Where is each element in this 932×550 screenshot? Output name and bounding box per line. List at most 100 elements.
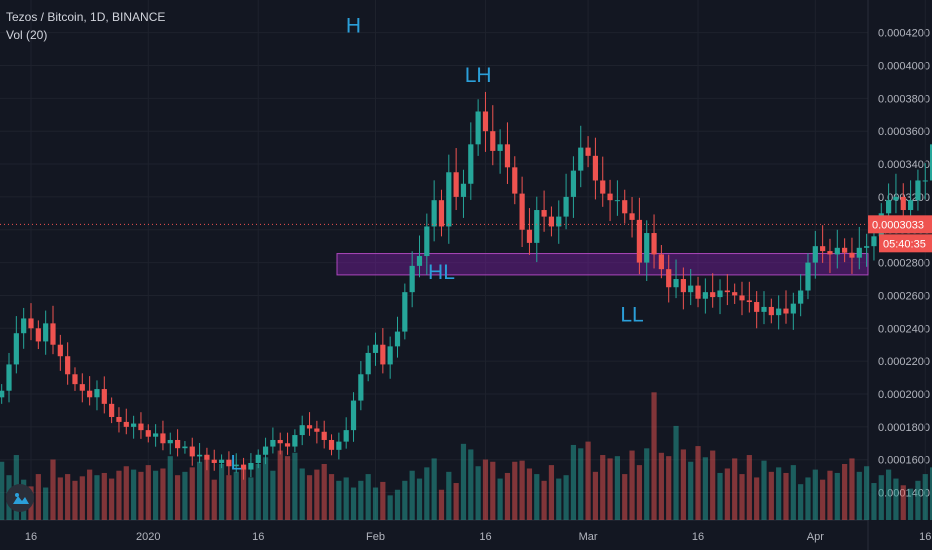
volume-bar (636, 465, 642, 520)
volume-bar (827, 470, 833, 520)
x-tick-label: Mar (579, 531, 598, 543)
candle-body (270, 439, 276, 447)
volume-bar (746, 455, 752, 520)
candle-body (321, 431, 327, 440)
x-tick-label: 16 (25, 531, 37, 543)
volume-bar (240, 467, 247, 520)
candle-body (446, 172, 452, 227)
volume-bar (834, 472, 840, 520)
swing-annotation: LH (465, 64, 492, 87)
volume-bar (490, 461, 496, 520)
volume-bar (534, 474, 540, 520)
candle-body (350, 400, 357, 431)
candle-body (358, 374, 364, 401)
candle-body (732, 292, 738, 296)
candle-body (475, 111, 481, 145)
x-tick-label: Apr (807, 531, 824, 543)
candle-body (805, 262, 811, 291)
volume-bar (372, 487, 379, 520)
y-tick-label: 0.0002600 (878, 290, 930, 302)
candle-body (248, 462, 254, 470)
volume-bar (724, 468, 730, 520)
candle-body (504, 144, 511, 168)
candle-body (218, 459, 225, 463)
candle-body (710, 292, 716, 298)
volume-bar (424, 467, 430, 520)
candle-body (622, 200, 628, 214)
volume-bar (790, 465, 796, 520)
candle-body (57, 344, 63, 357)
volume-bar (871, 483, 877, 520)
candle-body (123, 421, 129, 427)
candle-body (182, 446, 188, 449)
candle-body (680, 279, 686, 293)
candle-body (776, 308, 782, 316)
volume-bar (321, 464, 327, 520)
volume-bar (145, 465, 151, 520)
candle-body (746, 300, 752, 303)
volume-bar (446, 471, 452, 520)
candle-body (13, 333, 19, 365)
candle-body (585, 147, 591, 156)
candle-body (453, 172, 459, 197)
volume-bar (504, 472, 511, 520)
volume-bar (842, 464, 848, 520)
candle-body (109, 403, 115, 417)
candle-body (849, 252, 855, 258)
candle-body (482, 111, 489, 132)
candle-body (87, 390, 93, 398)
volume-bar (314, 469, 320, 520)
volume-bar (299, 468, 305, 520)
volume-bar (248, 477, 254, 520)
volume-bar (856, 471, 862, 520)
y-tick-label: 0.0002000 (878, 389, 930, 401)
volume-bar (732, 458, 738, 520)
volume-bar (739, 474, 745, 520)
candle-body (534, 210, 540, 243)
volume-bar (409, 470, 415, 520)
x-tick-label: 2020 (136, 531, 160, 543)
tradingview-logo-icon[interactable] (6, 484, 34, 512)
candle-body (908, 200, 914, 211)
candle-body (827, 251, 833, 255)
candle-body (460, 183, 467, 197)
candle-body (306, 425, 313, 429)
volume-bar (563, 475, 569, 520)
candle-body (563, 196, 569, 217)
candle-body (798, 290, 804, 304)
candle-body (116, 416, 122, 422)
volume-bar (189, 467, 195, 520)
candle-body (497, 144, 503, 151)
volume-bar (196, 461, 203, 520)
candle-body (299, 425, 305, 436)
candle-body (490, 131, 496, 151)
candle-body (21, 318, 27, 334)
candle-body (65, 356, 71, 375)
volume-bar (878, 475, 884, 520)
volume-bar (702, 457, 708, 520)
candle-body (343, 430, 349, 442)
volume-bar (717, 472, 723, 520)
volume-bar (666, 456, 672, 520)
candle-body (812, 246, 818, 263)
cloud-icon (13, 493, 29, 504)
y-tick-label: 0.0004200 (878, 28, 930, 40)
candle-body (43, 323, 49, 342)
candle-body (607, 193, 613, 201)
swing-annotation: H (346, 15, 361, 38)
volume-bar (402, 480, 408, 520)
volume-bar (153, 470, 159, 520)
candle-body (915, 180, 921, 201)
volume-bar (284, 456, 291, 520)
candle-body (153, 433, 159, 437)
candle-body (673, 279, 679, 288)
volume-bar (482, 459, 489, 520)
y-tick-label: 0.0003600 (878, 126, 930, 138)
volume-bar (57, 477, 63, 520)
candle-body (175, 439, 181, 449)
volume-bar (688, 461, 694, 520)
volume-bar (570, 444, 577, 520)
volume-bar (893, 478, 899, 520)
candle-body (314, 428, 320, 432)
